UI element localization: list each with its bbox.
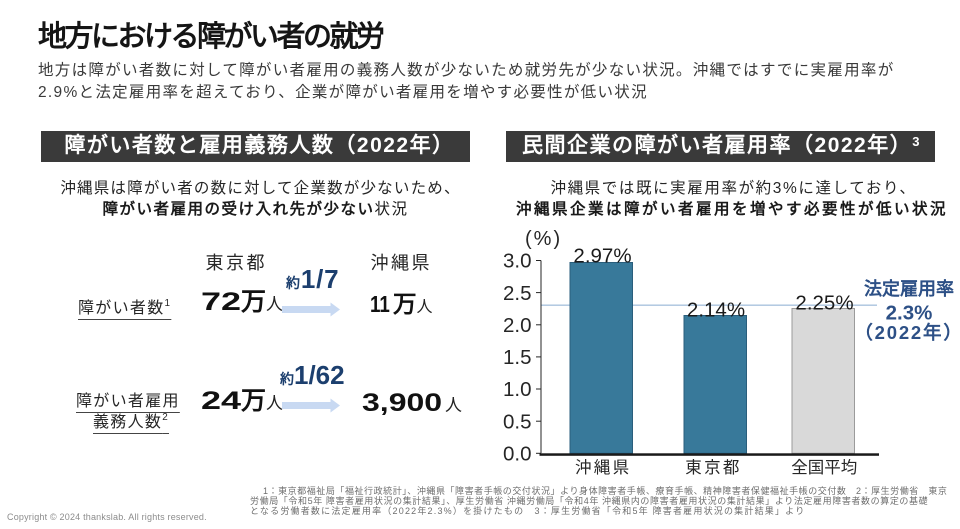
- svg-text:(%): (%): [525, 228, 562, 250]
- svg-text:0.0: 0.0: [503, 442, 532, 465]
- svg-text:1.0: 1.0: [503, 378, 532, 401]
- svg-text:東京都: 東京都: [685, 458, 741, 477]
- svg-text:3.0: 3.0: [503, 250, 532, 273]
- svg-text:2.14%: 2.14%: [687, 298, 745, 321]
- svg-text:0.5: 0.5: [503, 410, 532, 433]
- svg-text:2.0: 2.0: [503, 314, 532, 337]
- svg-text:（2022年）: （2022年）: [854, 322, 960, 343]
- svg-text:法定雇用率: 法定雇用率: [864, 278, 954, 299]
- svg-text:2.97%: 2.97%: [573, 244, 631, 267]
- svg-text:沖縄県: 沖縄県: [575, 458, 631, 477]
- svg-text:1.5: 1.5: [503, 346, 532, 369]
- svg-text:全国平均: 全国平均: [791, 458, 857, 477]
- svg-text:2.5: 2.5: [503, 282, 532, 305]
- svg-text:2.3%: 2.3%: [886, 302, 933, 325]
- svg-text:2.25%: 2.25%: [795, 291, 853, 314]
